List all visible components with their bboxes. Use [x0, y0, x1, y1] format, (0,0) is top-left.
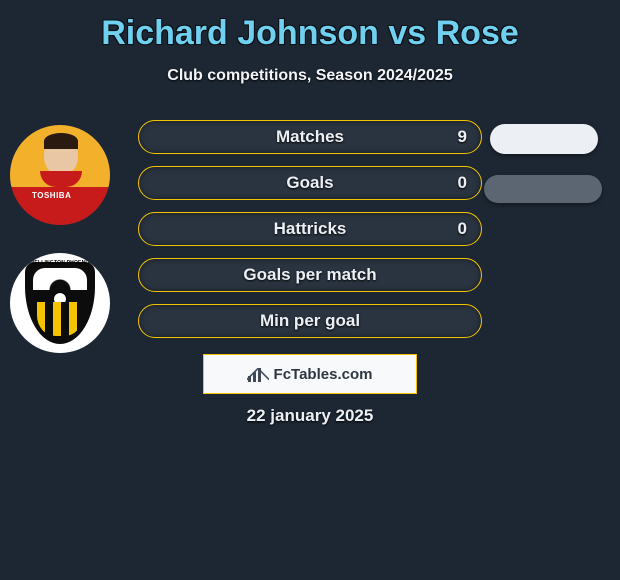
- club-banner-text: WELLINGTON PHOENIX: [29, 260, 90, 266]
- stat-label: Goals per match: [139, 259, 481, 291]
- player-photo-placeholder: TOSHIBA: [10, 125, 110, 225]
- stat-bar-goals-per-match: Goals per match: [138, 258, 482, 292]
- stat-value: 0: [458, 167, 467, 199]
- stat-label: Hattricks: [139, 213, 481, 245]
- club-avatar: WELLINGTON PHOENIX: [10, 253, 110, 353]
- stat-bar-goals: Goals 0: [138, 166, 482, 200]
- stats-panel: Matches 9 Goals 0 Hattricks 0 Goals per …: [138, 120, 482, 350]
- footer-date: 22 january 2025: [0, 406, 620, 426]
- side-pill-gray: [484, 175, 602, 203]
- stat-bar-min-per-goal: Min per goal: [138, 304, 482, 338]
- stat-value: 9: [458, 121, 467, 153]
- bar-chart-icon: [248, 366, 268, 382]
- brand-logo-box: FcTables.com: [203, 354, 417, 394]
- stat-value: 0: [458, 213, 467, 245]
- stat-bar-hattricks: Hattricks 0: [138, 212, 482, 246]
- page-subtitle: Club competitions, Season 2024/2025: [0, 67, 620, 85]
- stat-bar-matches: Matches 9: [138, 120, 482, 154]
- brand-logo-text: FcTables.com: [274, 366, 373, 383]
- stat-label: Min per goal: [139, 305, 481, 337]
- page-title: Richard Johnson vs Rose: [0, 0, 620, 53]
- player-avatar: TOSHIBA: [10, 125, 110, 225]
- club-crest-placeholder: WELLINGTON PHOENIX: [10, 253, 110, 353]
- stat-label: Goals: [139, 167, 481, 199]
- player-sponsor-text: TOSHIBA: [32, 191, 71, 200]
- stat-label: Matches: [139, 121, 481, 153]
- side-pill-white: [490, 124, 598, 154]
